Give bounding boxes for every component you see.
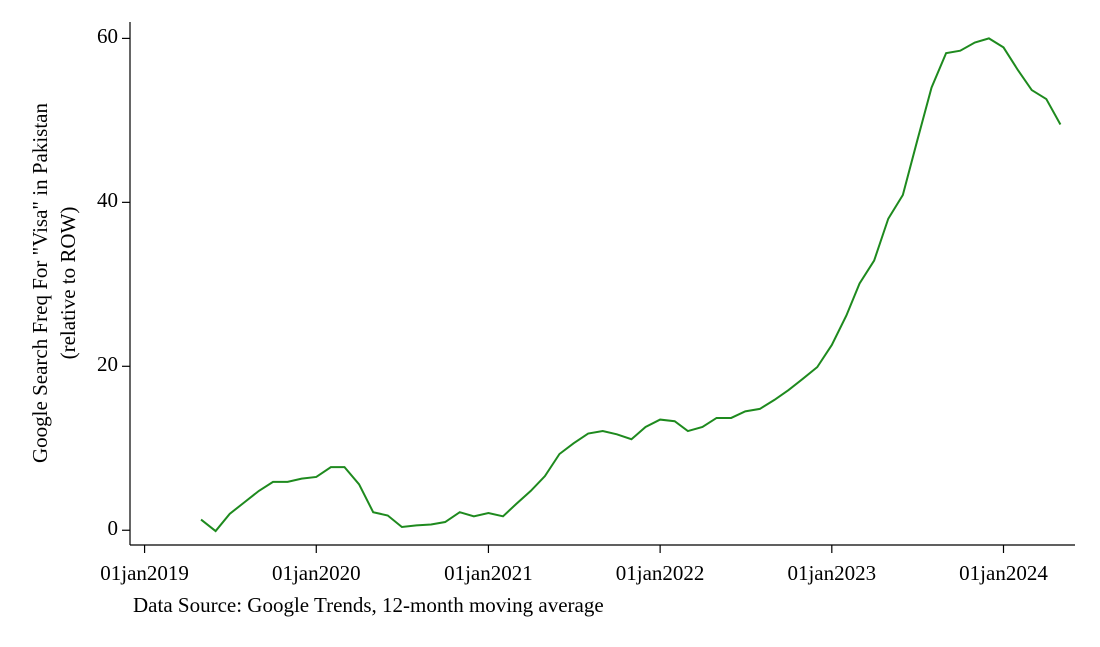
y-tick-label: 20 (97, 352, 118, 376)
source-note: Data Source: Google Trends, 12-month mov… (133, 593, 604, 617)
y-axis-label: (relative to ROW) (56, 207, 80, 360)
x-tick-label: 01jan2024 (959, 561, 1048, 585)
x-tick-label: 01jan2022 (616, 561, 705, 585)
x-tick-label: 01jan2021 (444, 561, 533, 585)
x-tick-label: 01jan2020 (272, 561, 361, 585)
y-tick-label: 60 (97, 24, 118, 48)
y-axis-label: Google Search Freq For "Visa" in Pakista… (28, 103, 52, 463)
y-tick-label: 40 (97, 188, 118, 212)
x-tick-label: 01jan2023 (787, 561, 876, 585)
y-tick-label: 0 (108, 516, 119, 540)
data-line (200, 37, 1062, 533)
x-tick-label: 01jan2019 (100, 561, 189, 585)
